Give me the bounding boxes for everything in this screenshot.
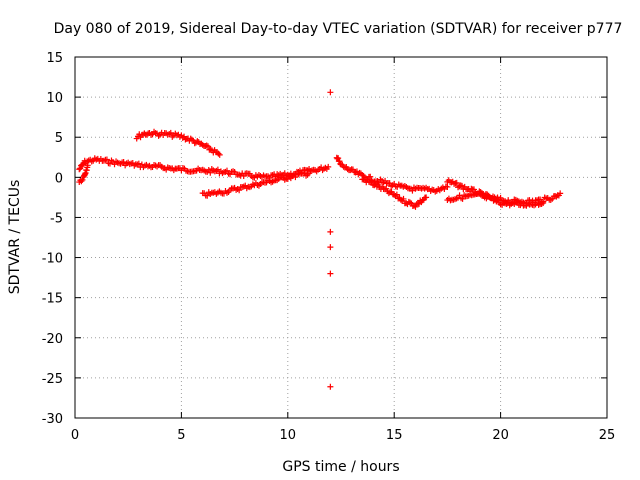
track-main-point: [207, 169, 214, 176]
track-mid-low-point: [372, 180, 379, 187]
track-arc-high-point: [216, 151, 223, 158]
track-late-low-point: [540, 200, 547, 207]
x-tick-label: 5: [177, 428, 185, 443]
y-axis-label: SDTVAR / TECUs: [7, 180, 23, 295]
x-tick-label: 10: [280, 428, 297, 443]
track-mid-low-point: [393, 191, 400, 198]
track-mid-point: [386, 180, 393, 187]
track-mid-point: [409, 187, 416, 194]
track-main-point: [77, 165, 84, 172]
track-low-start-point: [78, 178, 85, 185]
track-mid-point: [347, 167, 354, 174]
track-main-point: [135, 160, 142, 167]
track-low-start-point: [84, 162, 91, 169]
y-tick-label: -10: [42, 252, 63, 267]
y-tick-label: 15: [46, 51, 63, 66]
plot-frame: [74, 56, 608, 419]
track-mid-point: [444, 183, 451, 190]
track-main-point: [214, 166, 221, 173]
track-arc-high-point: [199, 141, 206, 148]
y-tick-label: -20: [42, 332, 63, 347]
y-tick-label: -30: [42, 412, 63, 427]
x-tick-label: 15: [386, 428, 403, 443]
track-mid-point: [367, 173, 374, 180]
outlier-point: [327, 383, 334, 390]
track-late-low-point: [459, 195, 466, 202]
track-main-point: [325, 163, 332, 170]
track-mid-low-point: [423, 194, 430, 201]
y-tick-label: 5: [55, 131, 63, 146]
track-mid-low-point: [368, 179, 375, 186]
y-tick-label: 0: [55, 171, 63, 186]
outlier-point: [327, 228, 334, 235]
track-late-point: [451, 180, 458, 187]
x-tick-label: 0: [71, 428, 79, 443]
track-rising-point: [204, 192, 211, 199]
y-tick-label: -5: [50, 211, 63, 226]
track-mid-low-point: [397, 196, 404, 203]
track-mid-low-point: [395, 195, 402, 202]
track-arc-high-point: [194, 138, 201, 145]
track-late-point: [468, 185, 475, 192]
track-low-start-point: [79, 176, 86, 183]
chart-title: Day 080 of 2019, Sidereal Day-to-day VTE…: [54, 21, 623, 37]
track-main-point: [106, 160, 113, 167]
y-tick-label: -15: [42, 292, 63, 307]
y-tick-label: 10: [46, 91, 63, 106]
track-arc-high-point: [203, 142, 210, 149]
track-arc-high-point: [207, 146, 214, 153]
track-arc-high-point: [189, 136, 196, 143]
track-mid-low-point: [407, 199, 414, 206]
outlier-point: [327, 270, 334, 277]
axis-ticks: 0 5 10 15 20 25 15 10 5 0 -5 -10 -15 -20 -25 -30: [42, 51, 616, 443]
track-arc-high-point: [167, 129, 174, 136]
track-arc-high-point: [205, 143, 211, 150]
track-rising-point: [236, 187, 243, 194]
grid-lines: [75, 57, 607, 418]
track-arc-high-point: [182, 136, 189, 143]
track-arc-high-point: [215, 150, 222, 157]
track-mid-low-point: [400, 195, 407, 202]
data-points: [76, 89, 564, 390]
track-rising-point: [306, 170, 313, 177]
track-late-point: [453, 179, 460, 186]
track-late-point: [471, 186, 477, 193]
track-late-low-point: [505, 199, 512, 206]
x-tick-label: 20: [492, 428, 509, 443]
track-mid-point: [335, 155, 342, 162]
y-tick-label: -25: [42, 372, 63, 387]
x-tick-label: 25: [599, 428, 616, 443]
outlier-point: [327, 89, 334, 96]
track-late-point: [459, 182, 466, 189]
track-main-point: [76, 166, 83, 173]
track-mid-low-point: [385, 190, 392, 197]
x-axis-label: GPS time / hours: [282, 459, 399, 475]
outlier-point: [327, 244, 334, 251]
track-main-point: [103, 156, 110, 163]
track-late-point: [557, 190, 564, 197]
track-mid-point: [336, 158, 343, 165]
track-mid-low-point: [412, 203, 419, 210]
